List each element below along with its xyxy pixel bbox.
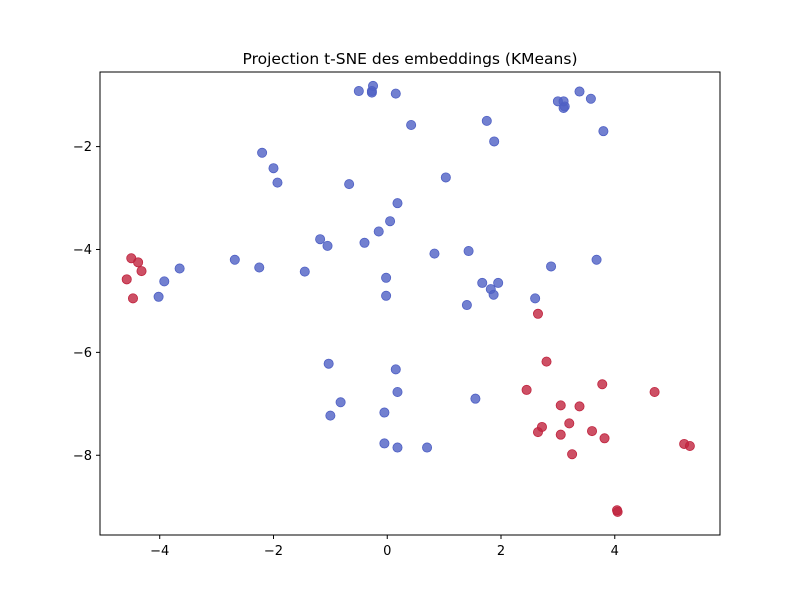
scatter-point-series-0-10 [574, 86, 585, 97]
scatter-point-series-0-34 [429, 248, 440, 259]
scatter-point-series-1-14 [564, 418, 575, 429]
scatter-point-series-1-15 [555, 429, 566, 440]
scatter-point-series-0-51 [392, 442, 403, 453]
scatter-point-series-1-9 [649, 386, 660, 397]
scatter-point-series-0-45 [390, 364, 401, 375]
scatter-point-series-0-30 [159, 276, 170, 287]
scatter-point-series-0-39 [493, 277, 504, 288]
scatter-point-series-0-3 [366, 87, 377, 98]
scatter-point-series-0-11 [585, 93, 596, 104]
x-tick-label: 0 [383, 544, 391, 559]
scatter-point-series-0-14 [489, 136, 500, 147]
x-tick-label: −4 [150, 544, 169, 559]
x-tick-label: −2 [264, 544, 283, 559]
scatter-point-series-0-9 [558, 103, 569, 114]
scatter-point-series-0-13 [481, 115, 492, 126]
scatter-point-series-0-38 [488, 289, 499, 300]
plot-area-frame [99, 71, 721, 536]
scatter-point-series-0-43 [591, 254, 602, 265]
y-axis: −8 −6 −4 −2 [73, 140, 100, 464]
scatter-point-series-1-2 [136, 266, 147, 277]
scatter-point-series-1-20 [684, 440, 695, 451]
scatter-point-series-0-33 [381, 290, 392, 301]
scatter-point-series-0-35 [463, 246, 474, 257]
scatter-point-series-0-48 [392, 386, 403, 397]
scatter-point-series-0-18 [344, 179, 355, 190]
scatter-point-series-0-25 [322, 240, 333, 251]
scatter-point-series-0-21 [385, 216, 396, 227]
scatter-point-series-0-53 [470, 393, 481, 404]
x-tick-label: 4 [611, 544, 619, 559]
scatter-point-series-1-5 [532, 308, 543, 319]
scatter-point-series-0-12 [598, 126, 609, 137]
scatter-point-series-0-5 [406, 119, 417, 130]
scatter-point-series-1-8 [597, 379, 608, 390]
scatter-point-series-0-36 [477, 277, 488, 288]
scatter-point-series-1-13 [532, 427, 543, 438]
scatter-point-series-0-26 [299, 266, 310, 277]
y-tick-label: −4 [73, 243, 92, 258]
scatter-point-series-1-22 [612, 505, 623, 516]
scatter-point-series-1-11 [574, 401, 585, 412]
scatter-point-series-0-23 [359, 237, 370, 248]
y-tick-label: −2 [73, 140, 92, 155]
scatter-point-series-0-32 [381, 272, 392, 283]
scatter-point-series-1-6 [541, 356, 552, 367]
scatter-point-series-0-44 [323, 358, 334, 369]
scatter-point-series-0-29 [174, 263, 185, 274]
scatter-point-series-0-15 [257, 147, 268, 158]
scatter-point-series-0-47 [325, 410, 336, 421]
scatter-point-series-0-16 [268, 163, 279, 174]
scatter-point-series-0-27 [254, 262, 265, 273]
scatter-point-series-1-18 [567, 449, 578, 460]
scatter-point-series-1-10 [555, 400, 566, 411]
scatter-point-series-1-16 [587, 426, 598, 437]
scatter-point-series-0-0 [353, 86, 364, 97]
scatter-point-series-0-31 [153, 291, 164, 302]
scatter-points [121, 80, 695, 517]
scatter-point-series-0-42 [546, 261, 557, 272]
scatter-point-series-0-22 [373, 226, 384, 237]
scatter-point-series-0-20 [392, 198, 403, 209]
scatter-point-series-1-17 [599, 433, 610, 444]
scatter-point-series-0-4 [390, 88, 401, 99]
scatter-point-series-1-7 [521, 384, 532, 395]
scatter-point-series-1-1 [133, 257, 144, 268]
scatter-point-series-0-49 [379, 407, 390, 418]
scatter-point-series-0-24 [315, 234, 326, 245]
scatter-point-series-0-46 [335, 397, 346, 408]
y-tick-label: −6 [73, 346, 92, 361]
scatter-point-series-0-50 [379, 438, 390, 449]
scatter-point-series-0-28 [229, 254, 240, 265]
scatter-point-series-0-17 [272, 177, 283, 188]
scatter-point-series-0-40 [461, 300, 472, 311]
chart-title: Projection t-SNE des embeddings (KMeans) [243, 50, 578, 68]
x-axis: −4 −2 0 2 4 [150, 535, 619, 559]
x-tick-label: 2 [497, 544, 505, 559]
y-tick-label: −8 [73, 449, 92, 464]
scatter-point-series-0-52 [422, 442, 433, 453]
scatter-point-series-0-41 [530, 293, 541, 304]
scatter-point-series-1-4 [127, 293, 138, 304]
scatter-point-series-1-3 [121, 274, 132, 285]
scatter-point-series-0-19 [440, 172, 451, 183]
